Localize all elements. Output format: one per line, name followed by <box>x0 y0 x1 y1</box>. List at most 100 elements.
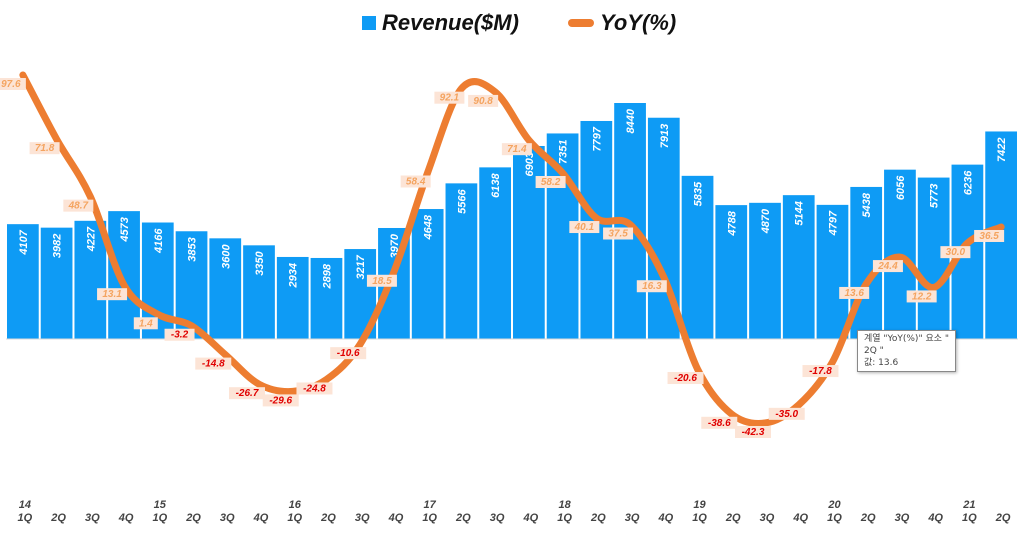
x-tick-quarter: 1Q <box>557 512 572 524</box>
revenue-bar-label: 4166 <box>153 228 165 254</box>
yoy-label-bg <box>29 142 60 155</box>
legend-label-yoy: YoY(%) <box>600 10 677 35</box>
revenue-bar <box>276 256 309 339</box>
x-tick-quarter: 2Q <box>320 512 336 524</box>
yoy-label-bg <box>133 317 158 330</box>
x-tick-quarter: 1Q <box>18 512 33 524</box>
yoy-label-bg <box>839 286 870 299</box>
yoy-data-label: -17.8 <box>809 366 832 377</box>
yoy-label-bg <box>501 143 532 156</box>
revenue-bar-label: 2934 <box>288 263 300 288</box>
x-tick-year: 16 <box>289 499 302 511</box>
yoy-data-label: -20.6 <box>674 373 697 384</box>
revenue-bar-label: 5773 <box>929 184 941 208</box>
yoy-label-bg <box>97 288 128 301</box>
yoy-data-label: -38.6 <box>708 418 731 429</box>
revenue-bar-label: 4788 <box>726 210 738 236</box>
yoy-data-label: 58.4 <box>406 177 426 188</box>
yoy-label-bg <box>434 91 465 104</box>
x-tick-quarter: 2Q <box>860 512 876 524</box>
revenue-bar-label: 7797 <box>591 126 603 151</box>
legend-item-revenue[interactable]: Revenue($M) <box>362 10 519 36</box>
x-tick-quarter: 1Q <box>152 512 167 524</box>
yoy-data-label: 13.1 <box>102 289 122 300</box>
yoy-line <box>19 71 1005 427</box>
yoy-data-label: -3.2 <box>171 330 189 341</box>
yoy-data-label: 40.1 <box>574 222 595 233</box>
x-tick-year: 20 <box>827 499 841 511</box>
yoy-label-bg <box>164 328 195 341</box>
revenue-bar-label: 6138 <box>490 173 502 198</box>
revenue-bar <box>546 133 579 339</box>
x-tick-quarter: 4Q <box>927 512 943 524</box>
revenue-bar <box>715 205 748 339</box>
yoy-label-bg <box>768 407 805 420</box>
x-tick-year: 14 <box>19 499 31 511</box>
x-tick-year: 19 <box>693 499 706 511</box>
revenue-bar <box>7 224 39 339</box>
yoy-data-label: 16.3 <box>642 281 662 292</box>
revenue-bar <box>479 167 511 339</box>
yoy-data-label: 58.2 <box>541 177 561 188</box>
x-tick-quarter: 4Q <box>253 512 269 524</box>
revenue-bar-label: 5438 <box>861 192 873 217</box>
revenue-bar <box>243 245 275 339</box>
revenue-bar-label: 5144 <box>794 201 806 225</box>
yoy-data-label: -14.8 <box>202 359 225 370</box>
yoy-label-bg <box>735 426 771 438</box>
yoy-data-label: -26.7 <box>236 388 259 399</box>
x-tick-quarter: 1Q <box>827 512 842 524</box>
yoy-label-bg <box>0 78 26 90</box>
revenue-bar-label: 3600 <box>220 243 232 268</box>
x-tick-quarter: 4Q <box>792 512 808 524</box>
yoy-data-label: 97.6 <box>1 79 21 90</box>
yoy-label-bg <box>229 387 265 400</box>
legend-swatch-revenue <box>362 16 376 30</box>
revenue-bar-label: 8440 <box>625 108 637 133</box>
yoy-data-label: 24.4 <box>877 261 898 272</box>
x-tick-quarter: 1Q <box>422 512 437 524</box>
yoy-label-bg <box>468 94 499 107</box>
revenue-bar <box>411 209 444 339</box>
revenue-bar <box>749 202 781 339</box>
revenue-bar-label: 4107 <box>18 229 30 255</box>
yoy-label-bg <box>296 382 333 395</box>
revenue-bar <box>681 175 714 339</box>
yoy-data-label: 36.5 <box>979 231 999 242</box>
yoy-label-bg <box>330 347 367 360</box>
revenue-bar <box>917 177 950 339</box>
x-tick-quarter: 4Q <box>657 512 673 524</box>
revenue-bar-label: 4573 <box>119 217 131 242</box>
yoy-label-bg <box>974 229 1005 242</box>
x-tick-quarter: 3Q <box>760 512 775 524</box>
yoy-data-label: 1.4 <box>139 318 153 329</box>
x-tick-quarter: 3Q <box>85 512 100 524</box>
revenue-bar-label: 3982 <box>52 234 64 258</box>
x-tick-year: 15 <box>154 499 167 511</box>
yoy-data-label: -42.3 <box>742 427 765 438</box>
yoy-data-label: -35.0 <box>775 409 798 420</box>
revenue-bar-label: 4648 <box>423 214 435 240</box>
yoy-label-bg <box>400 175 431 188</box>
revenue-bar <box>40 227 73 339</box>
data-point-tooltip: 계열 "YoY(%)" 요소 " 2Q " 값: 13.6 <box>857 330 957 372</box>
legend-label-revenue: Revenue($M) <box>382 10 519 35</box>
revenue-bar <box>445 183 478 339</box>
yoy-label-bg <box>636 280 667 293</box>
yoy-data-label: 71.4 <box>507 144 527 155</box>
yoy-data-label: 37.5 <box>608 228 628 239</box>
x-tick-quarter: 3Q <box>895 512 910 524</box>
yoy-label-bg <box>569 221 600 234</box>
yoy-data-label: 18.5 <box>372 276 392 287</box>
yoy-data-label: 90.8 <box>473 96 493 107</box>
x-tick-quarter: 4Q <box>388 512 404 524</box>
chart-legend: Revenue($M) YoY(%) <box>0 6 1024 42</box>
x-tick-quarter: 3Q <box>355 512 370 524</box>
legend-item-yoy[interactable]: YoY(%) <box>568 10 676 36</box>
yoy-data-label: -29.6 <box>269 395 292 406</box>
revenue-bar <box>209 238 242 339</box>
x-tick-quarter: 3Q <box>490 512 505 524</box>
legend-swatch-yoy <box>568 19 594 27</box>
x-tick-year: 17 <box>424 499 437 511</box>
